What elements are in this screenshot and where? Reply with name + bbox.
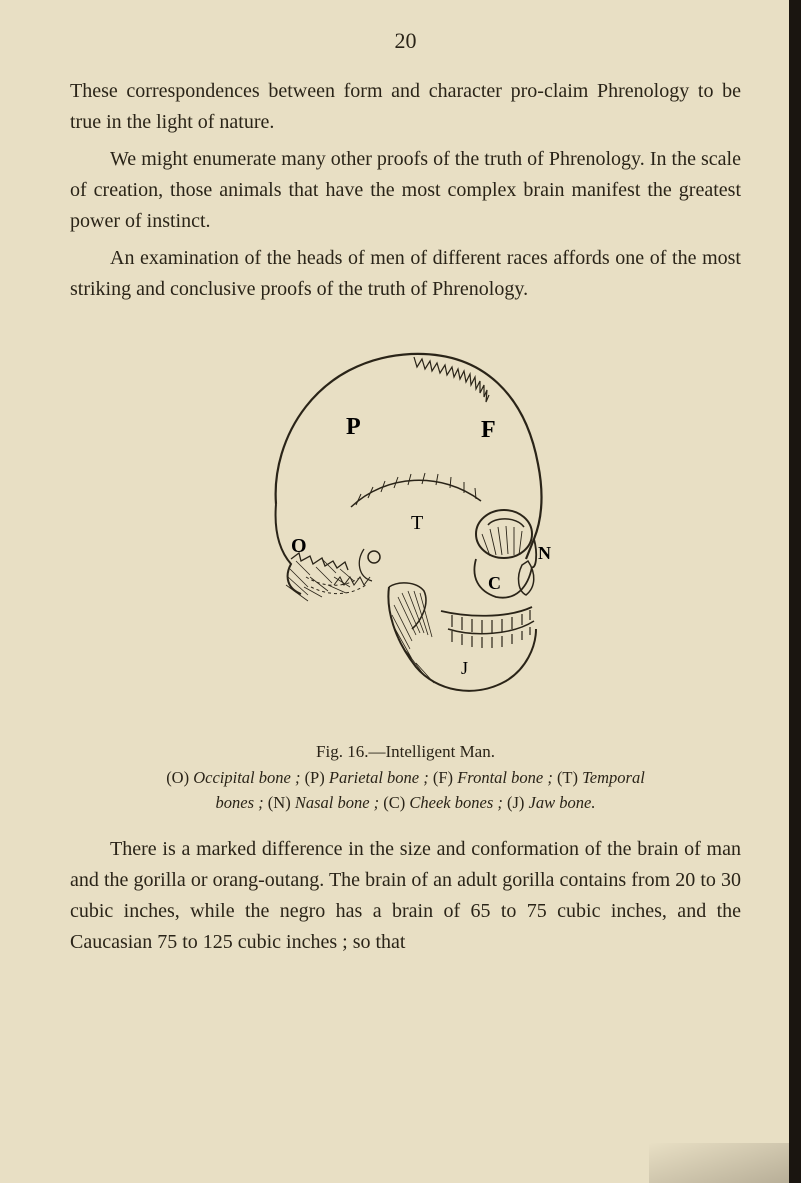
- skull-illustration: P F T O N C J: [216, 329, 596, 719]
- figure-caption: Fig. 16.—Intelligent Man.: [70, 742, 741, 762]
- leg-t-val: Temporal: [582, 768, 645, 787]
- leg-p-key: (P): [300, 768, 328, 787]
- page-content: 20 These correspondences between form an…: [0, 0, 801, 1168]
- paragraph-1: These correspondences between form and c…: [70, 76, 741, 138]
- label-J: J: [461, 658, 468, 678]
- leg-n-val: Nasal bone ;: [295, 793, 379, 812]
- leg-o-key: (O): [166, 768, 193, 787]
- label-P: P: [346, 414, 361, 440]
- leg-j-key: (J): [503, 793, 529, 812]
- label-O: O: [291, 535, 307, 557]
- leg-p-val: Parietal bone ;: [329, 768, 429, 787]
- page-right-border: [789, 0, 801, 1183]
- leg-f-key: (F): [429, 768, 457, 787]
- label-N: N: [538, 543, 551, 563]
- leg-t-key: (T): [553, 768, 582, 787]
- paragraph-3: An examination of the heads of men of di…: [70, 243, 741, 305]
- paragraph-4: There is a marked difference in the size…: [70, 834, 741, 958]
- leg-o-val: Occipital bone ;: [193, 768, 300, 787]
- corner-shadow: [649, 1143, 789, 1183]
- label-C: C: [488, 573, 501, 593]
- figure-legend: (O) Occipital bone ; (P) Parietal bone ;…: [90, 766, 721, 816]
- leg-bones: bones ;: [216, 793, 264, 812]
- leg-f-val: Frontal bone ;: [457, 768, 553, 787]
- caption-text: Intelligent Man.: [385, 742, 495, 761]
- leg-j-val: Jaw bone.: [529, 793, 596, 812]
- leg-c-val: Cheek bones ;: [409, 793, 502, 812]
- page-number: 20: [70, 28, 741, 54]
- label-F: F: [481, 417, 496, 443]
- paragraph-2: We might enumerate many other proofs of …: [70, 144, 741, 237]
- leg-c-key: (C): [379, 793, 409, 812]
- figure-skull: P F T O N C J: [70, 329, 741, 724]
- label-T: T: [411, 512, 423, 534]
- caption-prefix: Fig. 16.—: [316, 742, 385, 761]
- leg-n-key: (N): [264, 793, 295, 812]
